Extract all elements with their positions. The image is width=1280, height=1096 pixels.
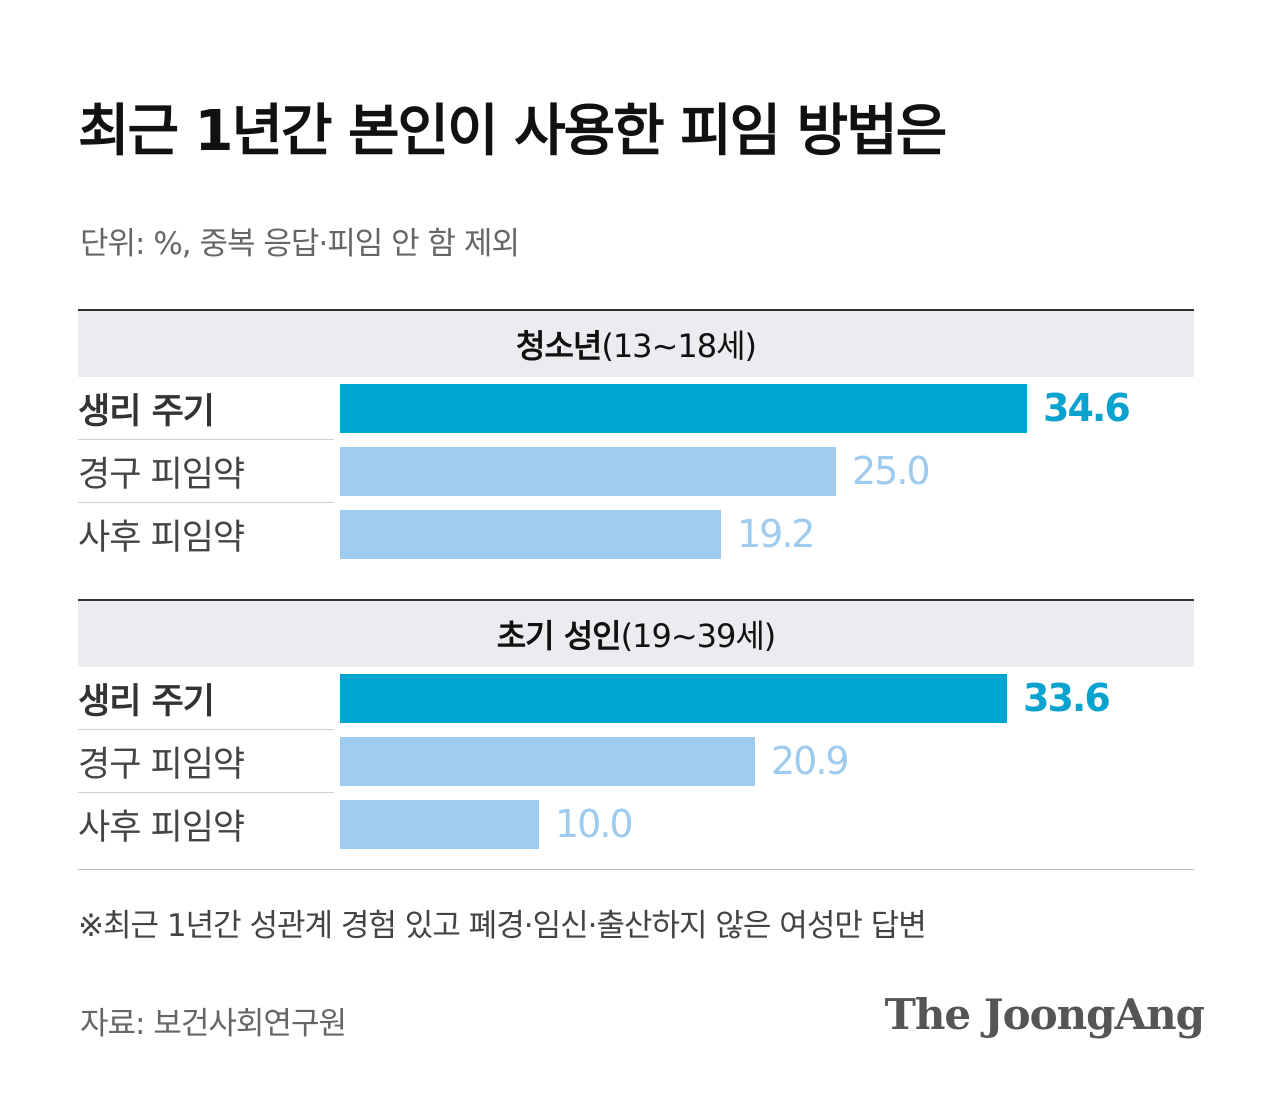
group-header: 초기 성인 (19~39세) (78, 599, 1194, 667)
group-early-adult: 초기 성인 (19~39세) 생리 주기 33.6 경구 피임약 20.9 사후 피임약 1… (78, 599, 1194, 856)
category-label: 사후 피임약 (78, 807, 245, 848)
chart-subtitle: 단위: %, 중복 응답·피임 안 함 제외 (80, 226, 520, 262)
bar (340, 384, 1027, 433)
bar-rows: 생리 주기 34.6 경구 피임약 25.0 사후 피임약 19.2 (78, 377, 1194, 566)
value-label: 19.2 (737, 512, 816, 556)
value-label: 33.6 (1023, 676, 1111, 720)
brand-logo: The JoongAng (884, 990, 1205, 1039)
bar-rows: 생리 주기 33.6 경구 피임약 20.9 사후 피임약 10.0 (78, 667, 1194, 856)
bottom-divider (78, 869, 1194, 870)
group-age-range: (19~39세) (620, 617, 777, 655)
value-label: 10.0 (555, 802, 634, 846)
category-label: 경구 피임약 (78, 440, 334, 503)
bar-row: 경구 피임약 25.0 (78, 440, 1194, 503)
category-label: 사후 피임약 (78, 517, 245, 558)
footnote: ※최근 1년간 성관계 경험 있고 폐경·임신·출산하지 않은 여성만 답변 (78, 908, 927, 944)
source-text: 자료: 보건사회연구원 (80, 1006, 347, 1042)
bar (340, 674, 1007, 723)
bar (340, 800, 539, 849)
group-header: 청소년 (13~18세) (78, 309, 1194, 377)
bar-row: 생리 주기 34.6 (78, 377, 1194, 440)
group-name: 청소년 (516, 327, 602, 365)
value-label: 34.6 (1043, 386, 1131, 430)
group-teen: 청소년 (13~18세) 생리 주기 34.6 경구 피임약 25.0 사후 피임약 19.… (78, 309, 1194, 566)
bar-row: 사후 피임약 10.0 (78, 793, 1194, 856)
bar-row: 사후 피임약 19.2 (78, 503, 1194, 566)
bar (340, 737, 755, 786)
category-label: 생리 주기 (78, 667, 334, 730)
bar (340, 447, 836, 496)
value-label: 20.9 (771, 739, 850, 783)
bar-row: 경구 피임약 20.9 (78, 730, 1194, 793)
group-age-range: (13~18세) (601, 327, 757, 365)
bar-row: 생리 주기 33.6 (78, 667, 1194, 730)
chart-title: 최근 1년간 본인이 사용한 피임 방법은 (78, 99, 947, 164)
category-label: 경구 피임약 (78, 730, 334, 793)
bar (340, 510, 721, 559)
category-label: 생리 주기 (78, 377, 334, 440)
value-label: 25.0 (852, 449, 931, 493)
group-name: 초기 성인 (496, 617, 622, 655)
